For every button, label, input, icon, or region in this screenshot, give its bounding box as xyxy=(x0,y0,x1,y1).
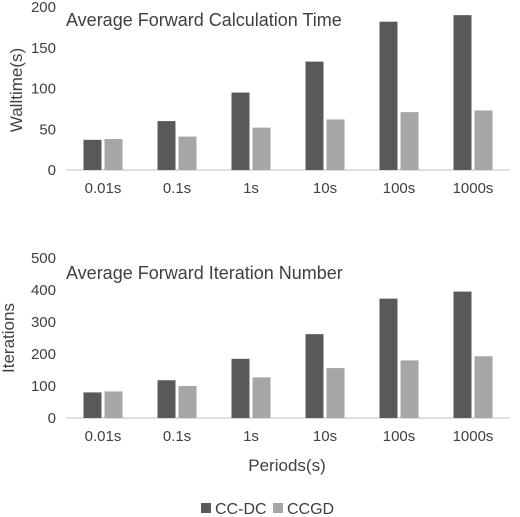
y-tick-label: 0 xyxy=(48,162,56,179)
y-tick-label: 150 xyxy=(31,40,56,57)
y-tick-label: 100 xyxy=(31,378,56,395)
x-tick-label: 10s xyxy=(313,180,337,197)
bar-cc-dc-1000s xyxy=(453,15,472,171)
bar-ccgd-0.1s xyxy=(178,386,197,418)
x-tick-label: 1000s xyxy=(453,180,494,197)
y-tick-label: 50 xyxy=(39,121,56,138)
iterations-x-axis-title: Periods(s) xyxy=(248,456,325,475)
bar-cc-dc-1s xyxy=(231,358,250,418)
bar-ccgd-100s xyxy=(400,360,419,418)
bar-ccgd-10s xyxy=(326,368,345,418)
bar-cc-dc-100s xyxy=(379,298,398,418)
walltime-chart: Average Forward Calculation Time Walltim… xyxy=(7,0,510,197)
bar-ccgd-0.01s xyxy=(104,139,123,170)
y-tick-label: 400 xyxy=(31,282,56,299)
iterations-y-axis-title: Iterations xyxy=(0,303,18,373)
x-tick-label: 100s xyxy=(383,428,416,445)
y-tick-label: 300 xyxy=(31,314,56,331)
y-tick-label: 200 xyxy=(31,0,56,16)
bar-cc-dc-1000s xyxy=(453,291,472,418)
walltime-y-axis-title: Walltime(s) xyxy=(7,48,26,132)
y-tick-label: 100 xyxy=(31,81,56,98)
bar-ccgd-10s xyxy=(326,119,345,170)
bar-ccgd-1000s xyxy=(474,356,493,418)
iterations-y-ticks: 0 100 200 300 400 500 xyxy=(31,250,56,427)
legend-swatch-cc-dc xyxy=(201,503,211,513)
x-tick-label: 0.1s xyxy=(163,180,191,197)
y-tick-label: 0 xyxy=(48,410,56,427)
bar-ccgd-100s xyxy=(400,112,419,170)
bar-ccgd-0.1s xyxy=(178,136,197,170)
bar-ccgd-1s xyxy=(252,377,271,418)
bar-cc-dc-0.01s xyxy=(83,392,102,418)
bar-ccgd-1s xyxy=(252,127,271,170)
iterations-bars xyxy=(83,291,493,418)
bar-cc-dc-0.01s xyxy=(83,139,102,170)
legend: CC-DC CCGD xyxy=(201,501,334,517)
walltime-y-ticks: 0 50 100 150 200 xyxy=(31,0,56,179)
x-tick-label: 10s xyxy=(313,428,337,445)
bar-ccgd-1000s xyxy=(474,110,493,170)
bar-cc-dc-10s xyxy=(305,334,324,418)
bar-cc-dc-1s xyxy=(231,92,250,170)
x-tick-label: 1000s xyxy=(453,428,494,445)
bar-cc-dc-0.1s xyxy=(157,380,176,418)
legend-label-cc-dc: CC-DC xyxy=(215,501,267,517)
x-tick-label: 1s xyxy=(243,180,259,197)
legend-label-ccgd: CCGD xyxy=(287,501,334,517)
x-tick-label: 1s xyxy=(243,428,259,445)
iterations-chart: Average Forward Iteration Number Iterati… xyxy=(0,250,510,475)
walltime-x-ticks: 0.01s 0.1s 1s 10s 100s 1000s xyxy=(85,180,494,197)
y-tick-label: 200 xyxy=(31,346,56,363)
bar-cc-dc-100s xyxy=(379,21,398,171)
x-tick-label: 0.1s xyxy=(163,428,191,445)
x-tick-label: 0.01s xyxy=(85,180,122,197)
x-tick-label: 0.01s xyxy=(85,428,122,445)
x-tick-label: 100s xyxy=(383,180,416,197)
walltime-bars xyxy=(83,15,493,171)
legend-swatch-ccgd xyxy=(273,503,283,513)
bar-ccgd-0.01s xyxy=(104,391,123,418)
bar-cc-dc-0.1s xyxy=(157,121,176,170)
y-tick-label: 500 xyxy=(31,250,56,267)
iterations-chart-title: Average Forward Iteration Number xyxy=(66,263,343,283)
walltime-chart-title: Average Forward Calculation Time xyxy=(66,10,342,30)
bar-cc-dc-10s xyxy=(305,61,324,171)
iterations-x-ticks: 0.01s 0.1s 1s 10s 100s 1000s xyxy=(85,428,494,445)
